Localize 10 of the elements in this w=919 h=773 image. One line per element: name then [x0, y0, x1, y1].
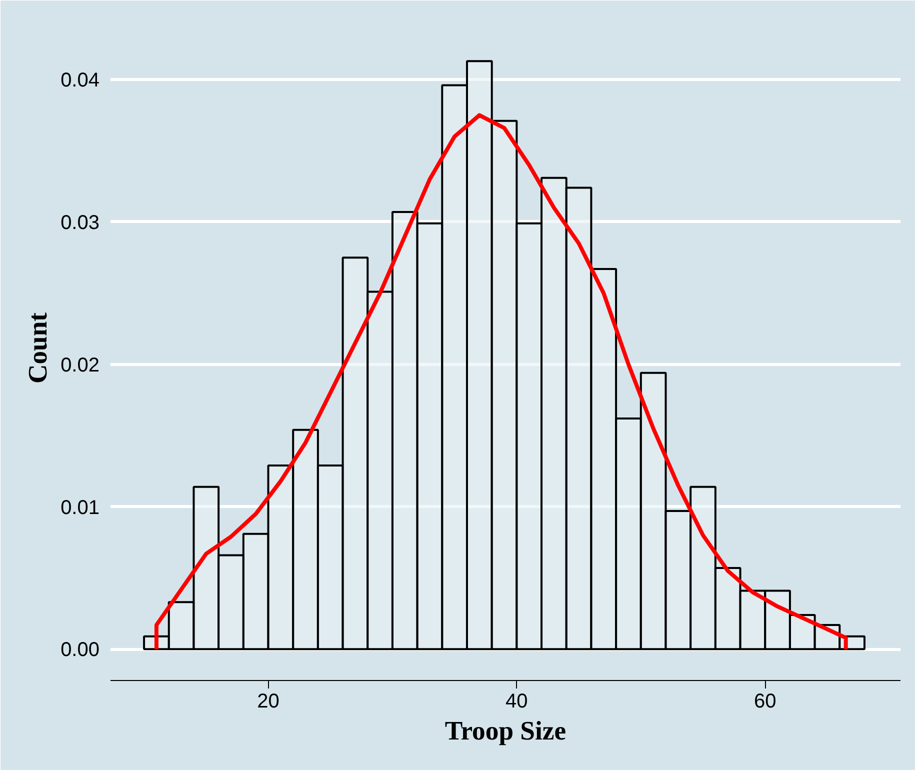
x-tick-label: 60: [754, 690, 776, 712]
y-tick-label: 0.03: [60, 212, 100, 234]
y-tick-label: 0.04: [60, 70, 100, 92]
y-tick-label: 0.00: [60, 639, 100, 662]
x-tick-label: 40: [506, 690, 528, 712]
x-axis-title: Troop Size: [444, 716, 566, 746]
x-tick-label: 20: [257, 690, 280, 712]
y-axis-title: Count: [22, 312, 53, 384]
y-tick-label: 0.02: [60, 354, 100, 376]
y-tick-label: 0.01: [60, 496, 100, 519]
